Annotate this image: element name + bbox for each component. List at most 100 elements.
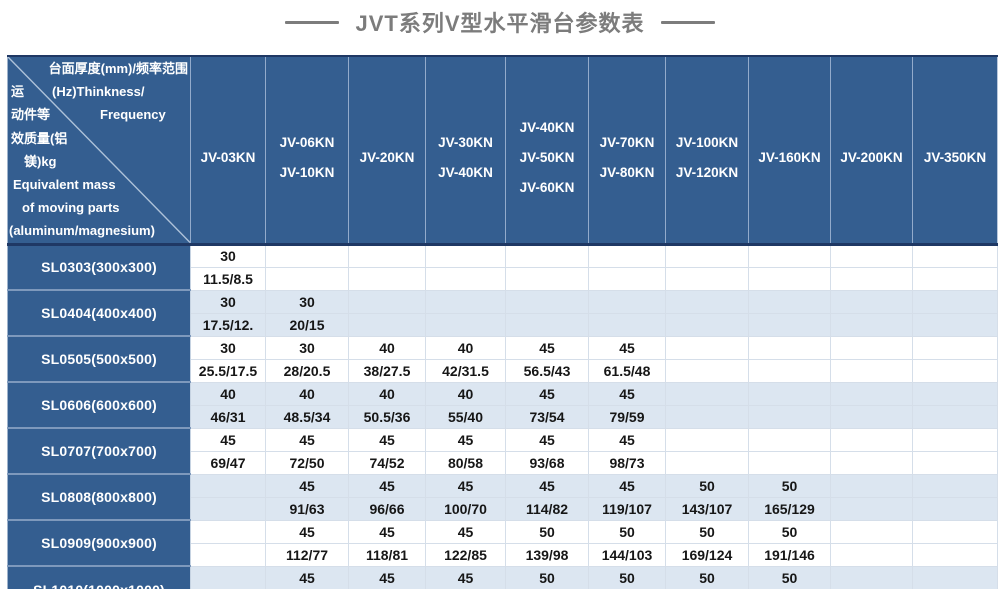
table-row: SL0707(700x700) 45 45 45 45 45 45 [7, 427, 998, 474]
thickness-cell: 45 [190, 427, 266, 452]
thickness-cell [748, 243, 831, 268]
column-header-jv-200kn: JV-200KN [830, 56, 913, 246]
mass-cell: 72/50 [265, 450, 349, 475]
table-row: SL0404(400x400) 30 30 [7, 289, 998, 336]
mass-cell: 169/124 [665, 542, 749, 567]
thickness-cell [505, 289, 589, 314]
mass-cell [830, 358, 913, 383]
thickness-cell [830, 473, 913, 498]
column-header-label: JV-03KN [200, 149, 256, 165]
page-title-row: JVT系列V型水平滑台参数表 [0, 0, 1000, 44]
mass-cell: 25.5/17.5 [190, 358, 266, 383]
mass-cell: 93/68 [505, 450, 589, 475]
thickness-cell: 45 [425, 427, 506, 452]
column-header-label: JV-30KN [438, 134, 493, 150]
thickness-cell [830, 381, 913, 406]
thickness-cell: 45 [348, 519, 426, 544]
mass-cell: 46/31 [190, 404, 266, 429]
corner-line-8: (aluminum/magnesium) [9, 223, 155, 239]
corner-line-5: 镁)kg [24, 153, 57, 169]
thickness-cell [830, 427, 913, 452]
mass-cell [912, 266, 998, 291]
mass-cell [830, 266, 913, 291]
mass-cell: 122/85 [425, 542, 506, 567]
mass-cell [665, 312, 749, 337]
corner-line-2: 运 (Hz)Thinkness/ [8, 80, 190, 103]
thickness-cell: 50 [748, 565, 831, 589]
column-header-jv-30kn-40kn: JV-30KN JV-40KN [425, 56, 506, 246]
title-dash-right [660, 20, 715, 24]
mass-cell: 119/107 [588, 496, 666, 521]
table-row-second-line: 46/31 48.5/34 50.5/36 55/40 73/54 79/59 [8, 404, 998, 429]
row-header-sl0303: SL0303(300x300) [7, 243, 191, 290]
table-row: SL0505(500x500) 30 30 40 40 45 45 [7, 335, 998, 382]
mass-cell [830, 542, 913, 567]
mass-cell: 61.5/48 [588, 358, 666, 383]
table-row-second-line: 91/63 96/66 100/70 114/82 119/107 143/107 165/… [8, 496, 998, 521]
thickness-cell [830, 565, 913, 589]
thickness-cell [665, 289, 749, 314]
row-header-sl0505: SL0505(500x500) [7, 335, 191, 382]
column-header-label: JV-350KN [923, 149, 987, 165]
mass-cell: 165/129 [748, 496, 831, 521]
thickness-cell: 45 [505, 427, 589, 452]
table-row-second-line: 25.5/17.5 28/20.5 38/27.5 42/31.5 56.5/43 61.… [8, 358, 998, 383]
thickness-cell [425, 289, 506, 314]
thickness-cell: 50 [505, 519, 589, 544]
column-header-label: JV-70KN [599, 134, 655, 150]
thickness-cell [588, 289, 666, 314]
thickness-cell: 50 [748, 519, 831, 544]
thickness-cell [912, 243, 998, 268]
mass-cell [830, 312, 913, 337]
mass-cell [830, 450, 913, 475]
mass-cell: 114/82 [505, 496, 589, 521]
mass-cell [348, 312, 426, 337]
thickness-cell: 50 [505, 565, 589, 589]
mass-cell: 112/77 [265, 542, 349, 567]
column-header-jv-03kn: JV-03KN [190, 56, 266, 246]
row-header-sl0909: SL0909(900x900) [7, 519, 191, 566]
thickness-cell: 45 [505, 335, 589, 360]
mass-cell [748, 266, 831, 291]
mass-cell: 79/59 [588, 404, 666, 429]
mass-cell: 73/54 [505, 404, 589, 429]
thickness-cell: 45 [588, 335, 666, 360]
thickness-cell [912, 381, 998, 406]
mass-cell: 11.5/8.5 [190, 266, 266, 291]
row-header-sl0606: SL0606(600x600) [7, 381, 191, 428]
column-header-jv-06kn-10kn: JV-06KN JV-10KN [265, 56, 349, 246]
thickness-cell: 40 [425, 381, 506, 406]
mass-cell [665, 450, 749, 475]
mass-cell: 98/73 [588, 450, 666, 475]
thickness-cell: 40 [348, 381, 426, 406]
thickness-cell: 30 [190, 335, 266, 360]
table-row: SL0808(800x800) 45 45 45 45 45 50 50 [7, 473, 998, 520]
mass-cell [912, 450, 998, 475]
thickness-cell: 30 [265, 335, 349, 360]
thickness-cell [748, 381, 831, 406]
column-header-jv-160kn: JV-160KN [748, 56, 831, 246]
table-row: SL0606(600x600) 40 40 40 40 45 45 [7, 381, 998, 428]
column-header-label: JV-40KN [519, 119, 575, 135]
corner-line-2-left: 运 [11, 84, 25, 100]
thickness-cell [912, 519, 998, 544]
mass-cell [665, 266, 749, 291]
row-header-sl0707: SL0707(700x700) [7, 427, 191, 474]
thickness-cell: 45 [425, 565, 506, 589]
corner-line-1: 台面厚度(mm)/频率范围 [48, 61, 188, 76]
thickness-cell: 45 [348, 565, 426, 589]
thickness-cell [348, 243, 426, 268]
mass-cell [748, 358, 831, 383]
mass-cell: 143/107 [665, 496, 749, 521]
diagonal-divider-line [8, 57, 190, 243]
mass-cell: 74/52 [348, 450, 426, 475]
thickness-cell [830, 335, 913, 360]
thickness-cell [665, 335, 749, 360]
mass-cell [190, 496, 266, 521]
thickness-cell: 30 [190, 289, 266, 314]
mass-cell: 20/15 [265, 312, 349, 337]
thickness-cell: 45 [265, 565, 349, 589]
row-header-sl0808: SL0808(800x800) [7, 473, 191, 520]
